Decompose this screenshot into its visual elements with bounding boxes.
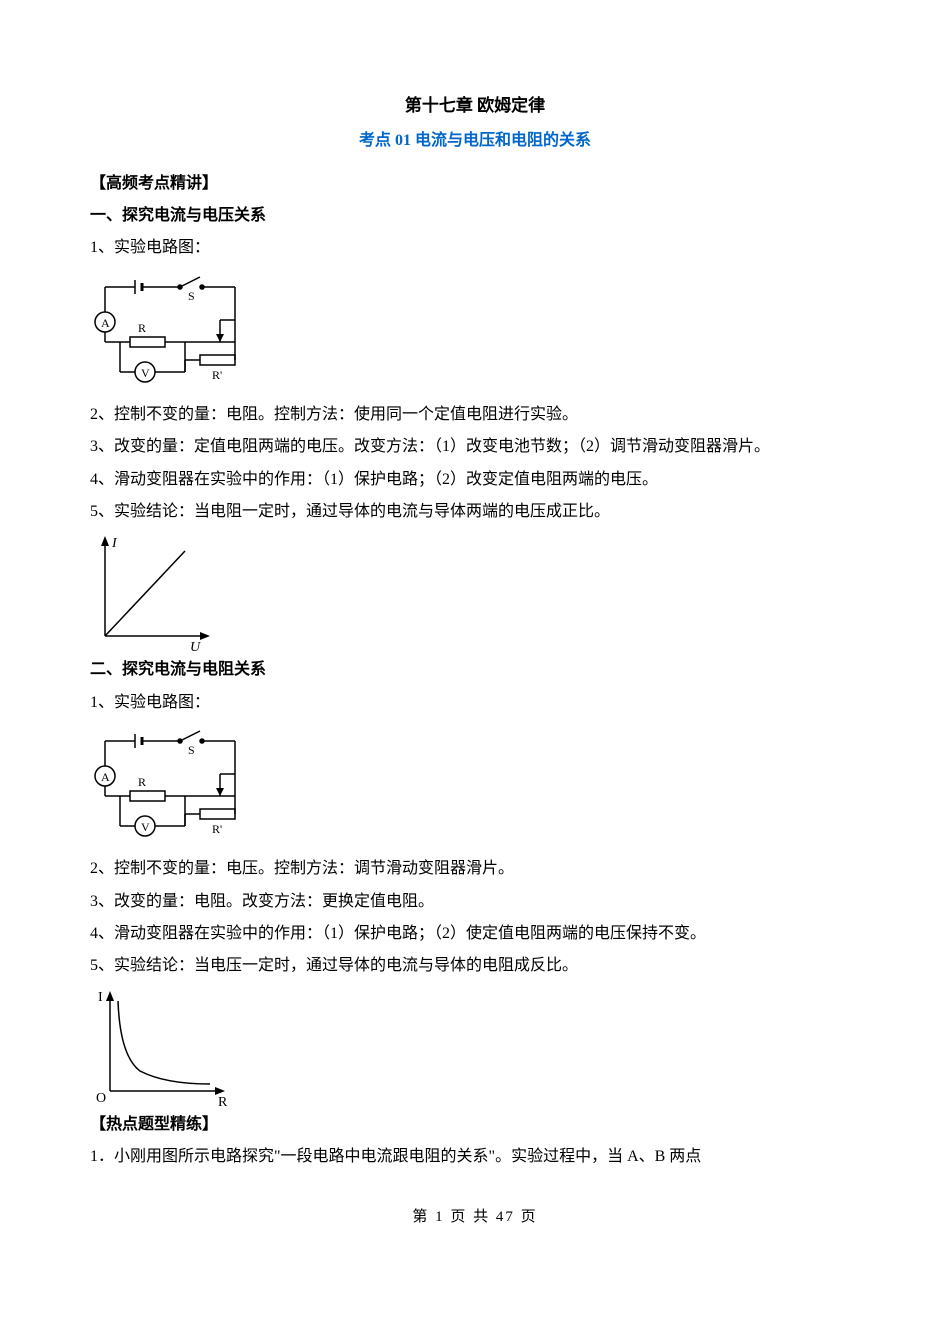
iv-graph: I U <box>90 531 860 651</box>
circuit-diagram-1: S A R R' <box>90 272 860 392</box>
topic-subtitle: 考点 01 电流与电压和电阻的关系 <box>90 126 860 156</box>
svg-text:S: S <box>188 743 195 757</box>
svg-text:R: R <box>138 321 146 335</box>
page-footer: 第 1 页 共 47 页 <box>90 1203 860 1232</box>
svg-text:V: V <box>141 366 150 380</box>
part2-item4: 4、滑动变阻器在实验中的作用：（1）保护电路；（2）使定值电阻两端的电压保持不变… <box>90 919 860 949</box>
svg-text:S: S <box>188 289 195 303</box>
svg-text:R: R <box>218 1095 228 1106</box>
ir-graph: I R O <box>90 986 860 1106</box>
question-1: 1．小刚用图所示电路探究"一段电路中电流跟电阻的关系"。实验过程中，当 A、B … <box>90 1142 860 1172</box>
part2-item1: 1、实验电路图： <box>90 688 860 718</box>
part2-header: 二、探究电流与电阻关系 <box>90 655 860 685</box>
svg-text:A: A <box>101 316 110 330</box>
part2-item5: 5、实验结论：当电压一定时，通过导体的电流与导体的电阻成反比。 <box>90 951 860 981</box>
svg-text:I: I <box>111 536 118 551</box>
part1-item1: 1、实验电路图： <box>90 233 860 263</box>
svg-text:I: I <box>98 990 103 1005</box>
circuit-diagram-2: S A R R' <box>90 726 860 846</box>
svg-text:U: U <box>190 640 201 651</box>
part1-item4: 4、滑动变阻器在实验中的作用：（1）保护电路；（2）改变定值电阻两端的电压。 <box>90 465 860 495</box>
svg-text:A: A <box>101 770 110 784</box>
section-header-2: 【热点题型精练】 <box>90 1110 860 1140</box>
svg-text:O: O <box>96 1091 106 1106</box>
part1-item2: 2、控制不变的量：电阻。控制方法：使用同一个定值电阻进行实验。 <box>90 400 860 430</box>
part1-item5: 5、实验结论：当电阻一定时，通过导体的电流与导体两端的电压成正比。 <box>90 497 860 527</box>
svg-text:V: V <box>141 820 150 834</box>
section-header-1: 【高频考点精讲】 <box>90 169 860 199</box>
chapter-title: 第十七章 欧姆定律 <box>90 90 860 122</box>
svg-text:R': R' <box>212 368 222 382</box>
svg-text:R': R' <box>212 822 222 836</box>
svg-text:R: R <box>138 775 146 789</box>
part1-header: 一、探究电流与电压关系 <box>90 201 860 231</box>
part1-item3: 3、改变的量：定值电阻两端的电压。改变方法：（1）改变电池节数；（2）调节滑动变… <box>90 432 860 462</box>
part2-item3: 3、改变的量：电阻。改变方法：更换定值电阻。 <box>90 887 860 917</box>
part2-item2: 2、控制不变的量：电压。控制方法：调节滑动变阻器滑片。 <box>90 854 860 884</box>
